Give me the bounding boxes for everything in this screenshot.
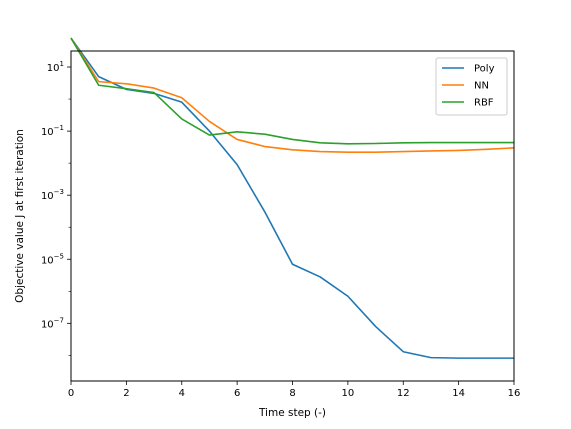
legend-label-rbf: RBF: [474, 98, 494, 109]
x-tick-label: 2: [123, 388, 129, 399]
y-tick-label: 10−5: [41, 252, 64, 266]
x-tick-label: 0: [68, 388, 74, 399]
legend-box: [435, 57, 508, 116]
series-line-poly: [70, 37, 514, 359]
x-axis-label: Time step (-): [258, 407, 326, 419]
series-line-rbf: [70, 37, 514, 145]
y-tick-label: 101: [47, 60, 64, 74]
x-tick-label: 14: [452, 388, 465, 399]
x-tick-label: 10: [342, 388, 355, 399]
ticks-layer: 0 2 4 6 8 10 12 14 16 101 10−1 10−3 10−5 10−7: [41, 60, 520, 399]
x-tick-label: 8: [289, 388, 295, 399]
legend-label-poly: Poly: [474, 64, 495, 75]
y-axis-label: Objective value J at first iteration: [14, 129, 26, 303]
series-layer: [70, 37, 515, 359]
x-tick-label: 16: [508, 388, 521, 399]
series-line-nn: [70, 37, 515, 153]
y-tick-label: 10−1: [41, 124, 64, 138]
y-tick-label: 10−3: [41, 188, 64, 202]
legend: Poly NN RBF: [435, 57, 508, 116]
y-tick-label: 10−7: [41, 316, 64, 330]
x-tick-label: 4: [179, 388, 185, 399]
x-tick-label: 12: [397, 388, 410, 399]
x-tick-label: 6: [234, 388, 240, 399]
legend-label-nn: NN: [474, 81, 489, 92]
